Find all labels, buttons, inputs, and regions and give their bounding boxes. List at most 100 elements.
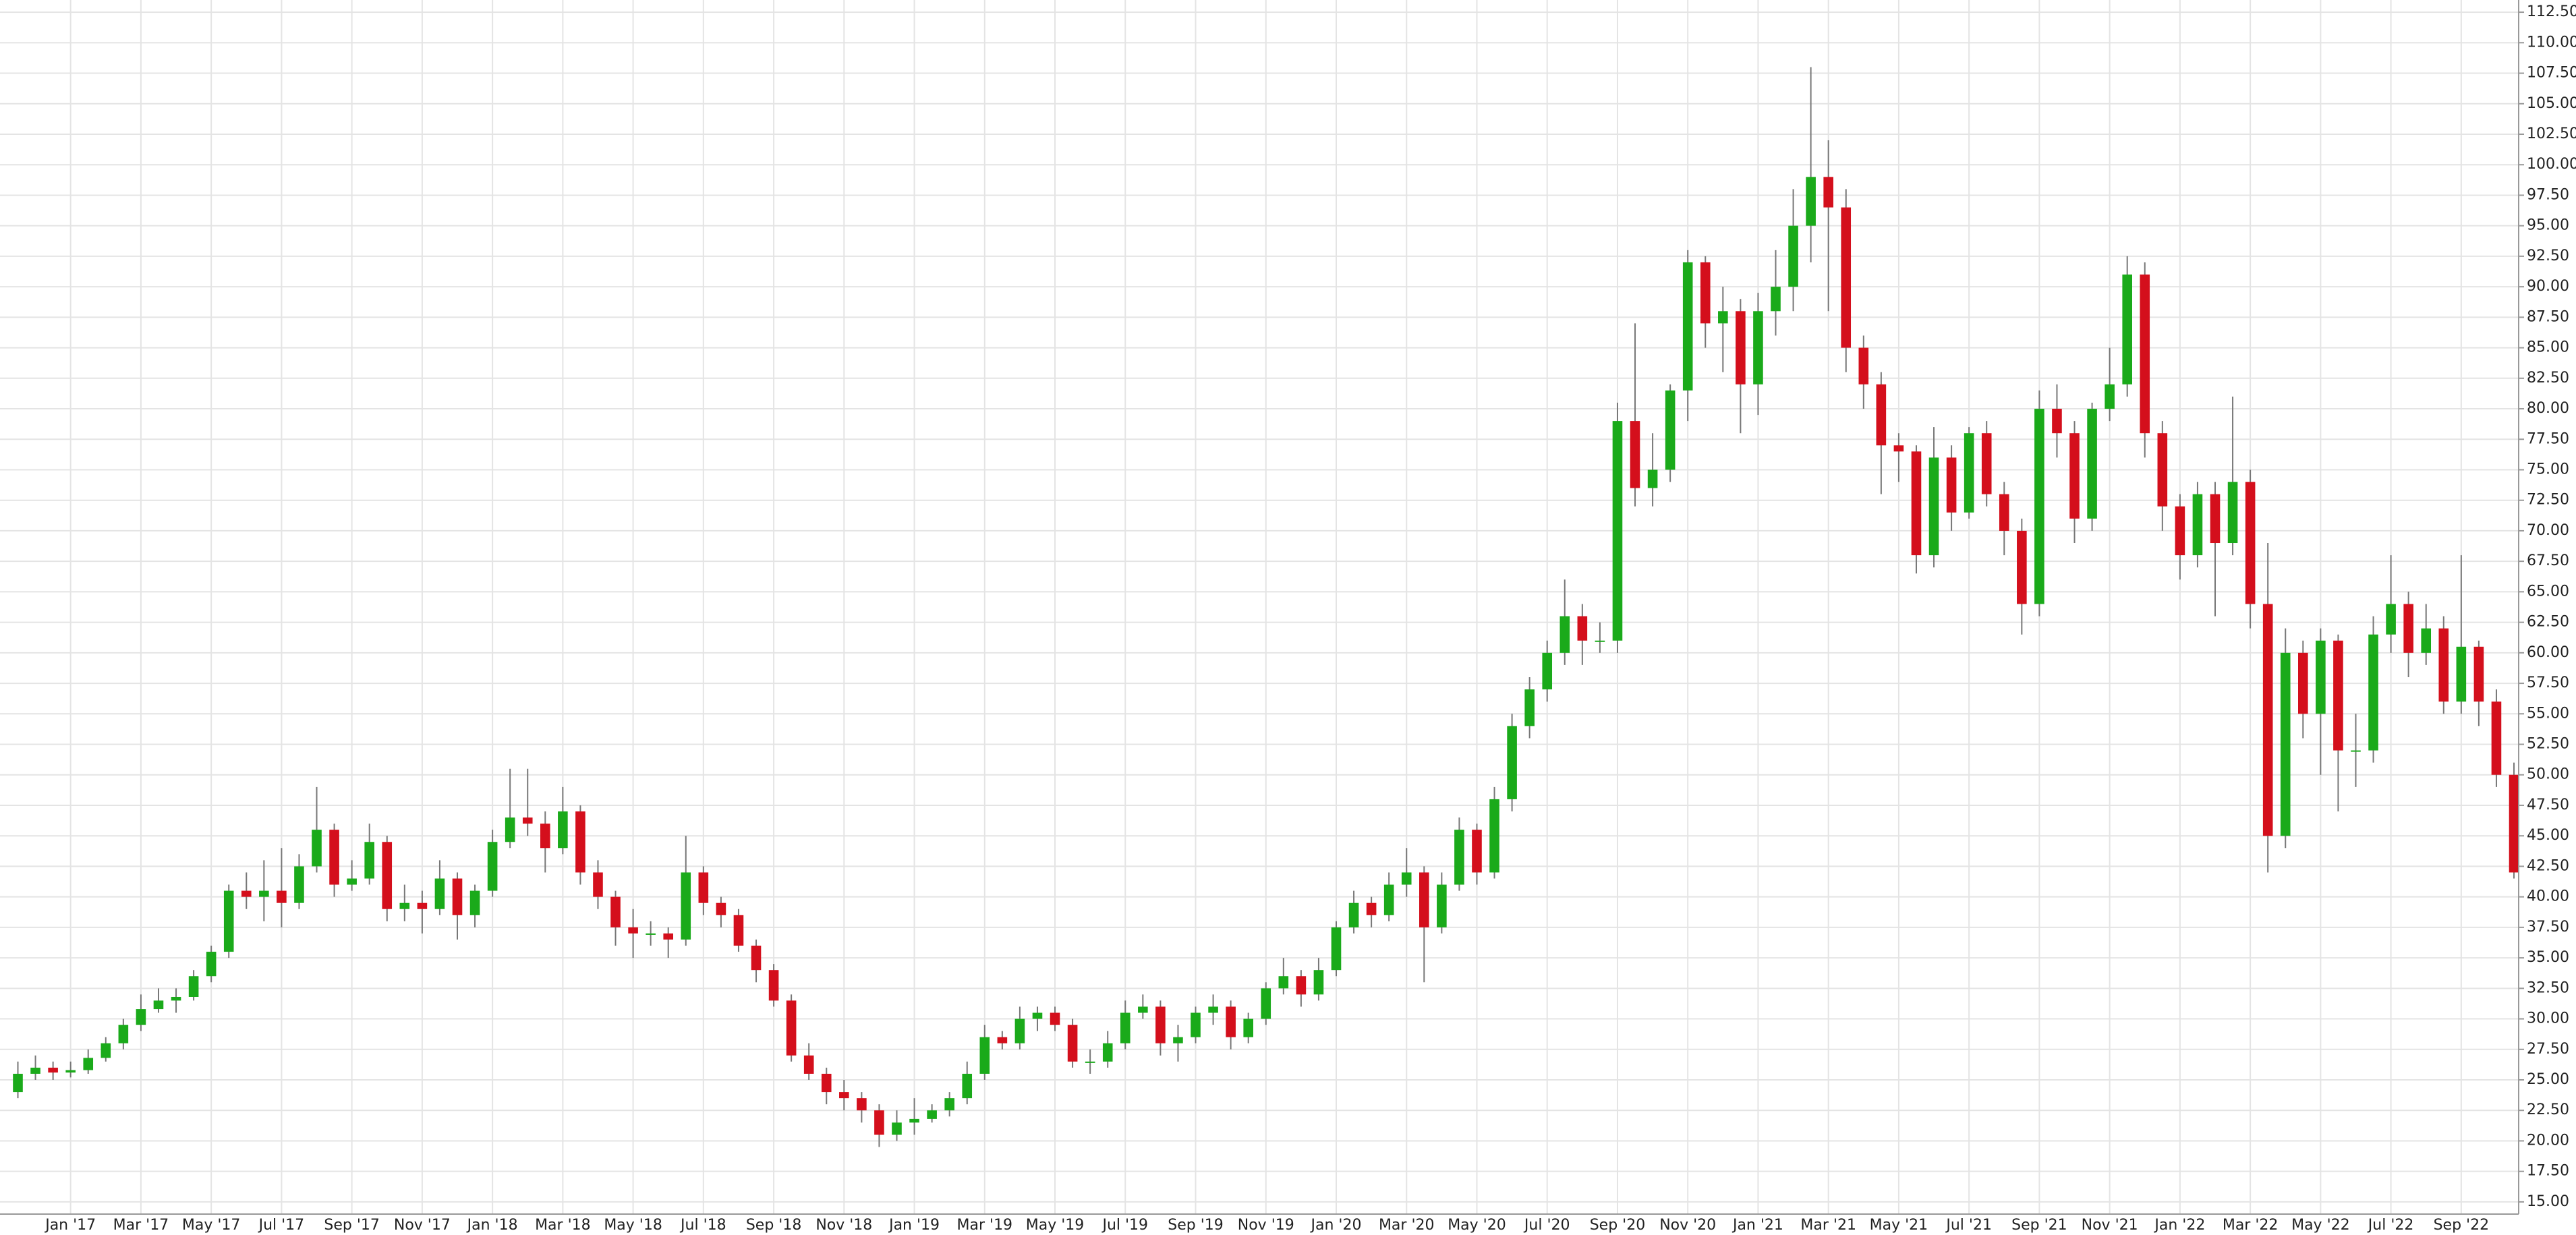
y-tick-label: 77.50: [2527, 430, 2569, 447]
candle-body: [1401, 872, 1412, 885]
x-tick-label: Jul '19: [1101, 1217, 1148, 1234]
y-tick-label: 30.00: [2527, 1010, 2569, 1027]
candle-body: [1489, 799, 1499, 873]
candle-body: [2245, 482, 2256, 604]
candle-body: [136, 1009, 146, 1025]
x-tick-label: Nov '19: [1238, 1217, 1294, 1234]
candle-body: [575, 811, 585, 873]
y-tick-label: 55.00: [2527, 705, 2569, 722]
candle-body: [522, 817, 533, 824]
candle-body: [1155, 1006, 1166, 1043]
y-tick-label: 17.50: [2527, 1163, 2569, 1180]
y-tick-label: 65.00: [2527, 583, 2569, 600]
x-tick-label: Jan '17: [44, 1217, 96, 1234]
x-tick-label: Nov '21: [2082, 1217, 2138, 1234]
y-tick-label: 80.00: [2527, 400, 2569, 417]
candle-body: [2157, 433, 2168, 507]
candle-body: [1771, 287, 1781, 312]
candle-body: [1911, 451, 1922, 556]
labels: 15.00 17.50 20.00 22.50 25.00 27.50 30.00 32.50…: [44, 3, 2576, 1234]
x-tick-label: Jul '22: [2367, 1217, 2414, 1234]
y-tick-label: 87.50: [2527, 308, 2569, 325]
candles: [13, 67, 2519, 1147]
y-tick-label: 50.00: [2527, 766, 2569, 783]
candle-body: [839, 1092, 849, 1099]
y-tick-label: 105.00: [2527, 95, 2576, 112]
y-tick-label: 70.00: [2527, 522, 2569, 539]
candle-body: [1630, 421, 1640, 488]
candle-body: [505, 817, 515, 842]
candle-body: [2210, 494, 2221, 544]
candle-body: [1454, 830, 1464, 885]
x-tick-label: Mar '19: [957, 1217, 1013, 1234]
candle-body: [2280, 652, 2291, 836]
x-tick-label: Jul '20: [1523, 1217, 1570, 1234]
y-tick-label: 25.00: [2527, 1071, 2569, 1088]
candle-body: [962, 1073, 973, 1099]
candle-body: [1928, 457, 1939, 556]
y-tick-label: 22.50: [2527, 1101, 2569, 1118]
candle-body: [277, 890, 287, 903]
x-tick-label: May '18: [604, 1217, 662, 1234]
candle-body: [698, 872, 709, 903]
y-tick-label: 60.00: [2527, 644, 2569, 661]
x-tick-label: Mar '22: [2223, 1217, 2279, 1234]
candle-body: [997, 1037, 1008, 1043]
candle-body: [364, 842, 374, 879]
candle-body: [1050, 1012, 1060, 1025]
candle-body: [1946, 457, 1957, 513]
candle-body: [2438, 628, 2449, 702]
candle-body: [2105, 384, 2115, 409]
candle-body: [857, 1098, 867, 1111]
candle-body: [1823, 177, 1833, 208]
candle-body: [786, 1000, 797, 1056]
candle-body: [2052, 409, 2062, 434]
x-tick-label: Sep '19: [1168, 1217, 1224, 1234]
y-tick-label: 112.50: [2527, 3, 2576, 20]
candle-body: [1981, 433, 1992, 494]
y-tick-label: 52.50: [2527, 736, 2569, 753]
candle-body: [1700, 262, 1711, 324]
candle-body: [206, 952, 217, 977]
y-tick-label: 27.50: [2527, 1041, 2569, 1058]
candle-body: [2262, 604, 2273, 836]
candle-body: [1296, 976, 1307, 995]
candle-body: [469, 890, 480, 915]
candle-body: [1191, 1012, 1201, 1037]
candle-body: [153, 1000, 164, 1010]
candle-body: [223, 890, 234, 952]
candle-body: [1348, 902, 1359, 927]
candle-body: [2017, 530, 2027, 604]
candle-body: [1524, 689, 1535, 726]
candle-body: [241, 890, 252, 897]
x-tick-label: Jul '17: [258, 1217, 305, 1234]
candle-body: [1647, 469, 1658, 488]
y-tick-label: 35.00: [2527, 949, 2569, 966]
candle-body: [294, 866, 304, 903]
y-tick-label: 40.00: [2527, 888, 2569, 905]
candle-body: [892, 1122, 902, 1135]
x-tick-label: Jan '18: [466, 1217, 518, 1234]
candle-body: [803, 1055, 814, 1074]
candle-body: [628, 927, 638, 934]
y-tick-label: 97.50: [2527, 186, 2569, 203]
candle-body: [2034, 409, 2044, 604]
x-tick-label: May '21: [1870, 1217, 1928, 1234]
x-tick-label: Jan '20: [1310, 1217, 1362, 1234]
candle-body: [610, 896, 621, 927]
candle-body: [1437, 884, 1447, 927]
x-tick-label: Mar '21: [1800, 1217, 1856, 1234]
x-tick-label: Jan '19: [888, 1217, 940, 1234]
x-tick-label: May '20: [1448, 1217, 1506, 1234]
candle-body: [171, 996, 181, 1001]
candle-body: [1612, 421, 1623, 641]
candle-body: [1542, 652, 1553, 690]
candle-body: [1261, 988, 1271, 1019]
y-tick-label: 95.00: [2527, 217, 2569, 234]
candle-body: [1366, 902, 1377, 915]
candle-body: [1788, 225, 1798, 287]
x-tick-label: Mar '17: [113, 1217, 169, 1234]
x-tick-label: May '17: [182, 1217, 241, 1234]
candle-body: [434, 878, 445, 909]
candle-body: [733, 915, 744, 946]
